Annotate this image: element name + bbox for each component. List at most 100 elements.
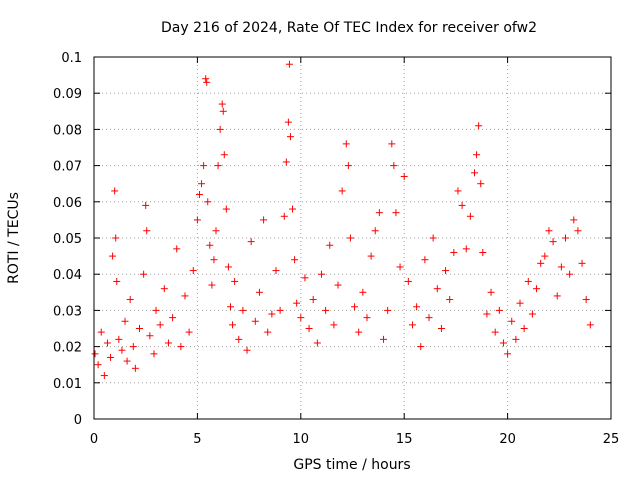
data-point (131, 364, 139, 372)
data-point (566, 270, 574, 278)
data-point (100, 372, 108, 380)
data-point (142, 201, 150, 209)
y-tick-label: 0.02 (53, 341, 82, 356)
data-point (408, 321, 416, 329)
data-point (351, 303, 359, 311)
data-point (255, 288, 263, 296)
data-point (272, 267, 280, 275)
data-point (553, 292, 561, 300)
y-tick-label: 0.06 (53, 196, 82, 211)
data-point (160, 285, 168, 293)
data-point (152, 306, 160, 314)
data-point (243, 346, 251, 354)
data-point (212, 227, 220, 235)
chart-title: Day 216 of 2024, Rate Of TEC Index for r… (161, 20, 537, 36)
data-point (442, 267, 450, 275)
data-point (204, 198, 212, 206)
data-point (524, 277, 532, 285)
data-point (334, 281, 342, 289)
data-point (557, 263, 565, 271)
data-point (140, 270, 148, 278)
data-point (473, 151, 481, 159)
data-point (371, 227, 379, 235)
data-point (520, 325, 528, 332)
data-point (210, 256, 218, 264)
data-point (143, 227, 151, 235)
data-point (115, 335, 123, 343)
data-point (499, 339, 507, 347)
y-tick-label: 0.08 (53, 123, 82, 138)
data-point (193, 216, 201, 224)
data-point (475, 122, 483, 130)
data-point (173, 245, 181, 253)
data-point (169, 314, 177, 322)
data-point (533, 285, 541, 293)
data-point (189, 267, 197, 275)
data-point (359, 288, 367, 296)
data-point (285, 60, 293, 68)
data-point (458, 201, 466, 209)
data-point (545, 227, 553, 235)
data-point (251, 317, 259, 325)
data-point (433, 285, 441, 293)
x-tick-label: 0 (90, 432, 98, 447)
data-point (390, 162, 398, 170)
data-point (91, 350, 99, 358)
y-tick-label: 0.1 (61, 51, 82, 66)
data-point (446, 296, 454, 304)
grid-lines (94, 57, 611, 419)
data-point (286, 133, 294, 141)
data-point (198, 180, 206, 188)
data-point (516, 299, 524, 307)
data-point (129, 343, 137, 351)
data-point (218, 100, 226, 108)
data-point (477, 180, 485, 188)
data-point (322, 306, 330, 314)
data-point (396, 263, 404, 271)
data-point (454, 187, 462, 195)
data-point (479, 248, 487, 256)
x-tick-label: 20 (499, 432, 516, 447)
x-tick-label: 25 (603, 432, 620, 447)
data-point (425, 314, 433, 322)
axis-ticks (93, 56, 612, 420)
data-point (495, 306, 503, 314)
data-point (380, 335, 388, 343)
data-point (135, 325, 143, 332)
x-tick-label: 15 (396, 432, 413, 447)
data-point (330, 321, 338, 329)
data-point (417, 343, 425, 351)
data-point (235, 335, 243, 343)
data-point (216, 125, 224, 133)
data-point (94, 361, 102, 369)
data-point (156, 321, 164, 329)
data-point (450, 248, 458, 256)
data-point (317, 270, 325, 278)
data-point (541, 252, 549, 260)
data-point (118, 346, 126, 354)
data-point (305, 325, 313, 332)
data-point (219, 107, 227, 115)
data-point (208, 281, 216, 289)
data-point (113, 277, 121, 285)
data-point (363, 314, 371, 322)
data-point (121, 317, 129, 325)
data-point (276, 306, 284, 314)
data-point (195, 191, 203, 199)
data-point (239, 306, 247, 314)
data-point (437, 325, 445, 332)
data-point (549, 238, 557, 246)
y-tick-label: 0.01 (53, 377, 82, 392)
data-point (367, 252, 375, 260)
data-point (355, 328, 363, 336)
data-point (203, 78, 211, 86)
data-point (344, 162, 352, 170)
data-point (413, 303, 421, 311)
data-point (146, 332, 154, 340)
data-point (471, 169, 479, 177)
y-tick-labels: 0 0.01 0.02 0.03 0.04 0.05 0.06 0.07 0.08 0.09 0.1 (53, 51, 82, 428)
data-point (247, 238, 255, 246)
data-point (400, 172, 408, 180)
data-point (264, 328, 272, 336)
data-point (280, 212, 288, 220)
